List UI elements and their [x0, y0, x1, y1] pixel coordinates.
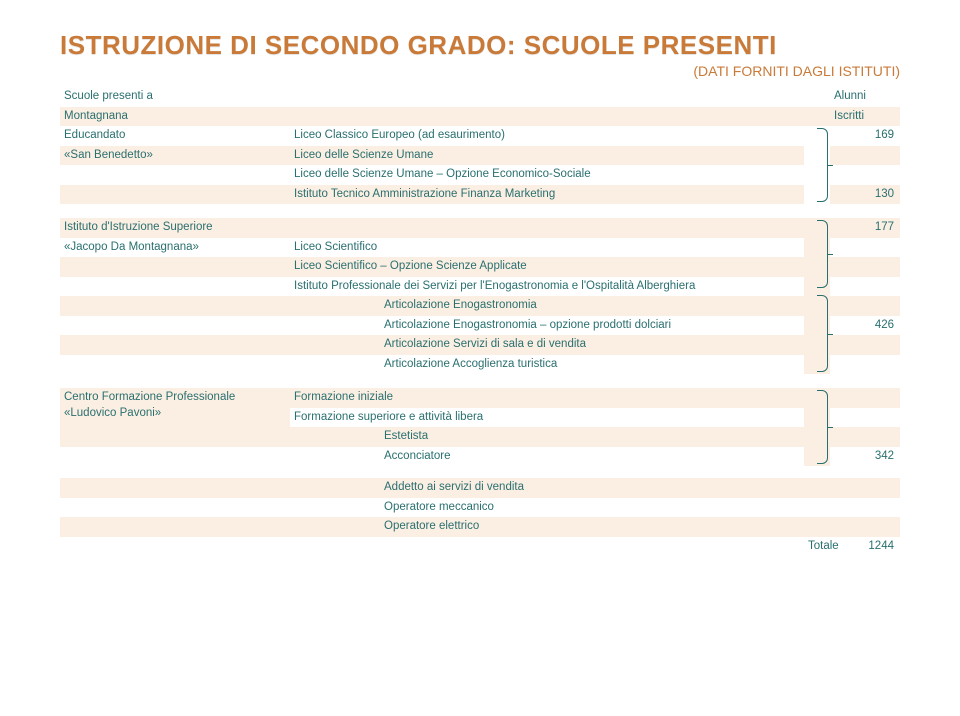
page-title: ISTRUZIONE DI SECONDO GRADO: SCUOLE PRES…	[60, 30, 900, 61]
educandato-value-top: 169	[830, 126, 900, 146]
jacopo-value-bottom: 426	[830, 316, 900, 336]
page-subtitle: (DATI FORNITI DAGLI ISTITUTI)	[60, 63, 900, 79]
bracket-icon	[817, 128, 828, 202]
header-left-2: Montagnana	[60, 107, 290, 127]
pavoni-sub2-0: Addetto ai servizi di vendita	[380, 478, 804, 498]
pavoni-r0: Formazione iniziale	[290, 388, 804, 408]
pavoni-r1: Formazione superiore e attività libera	[290, 408, 804, 428]
jacopo-artic-3: Articolazione Accoglienza turistica	[380, 355, 804, 375]
educandato-r3: Istituto Tecnico Amministrazione Finanza…	[290, 185, 804, 205]
pavoni-sub2-2: Operatore elettrico	[380, 517, 804, 537]
pavoni-value: 342	[830, 447, 900, 467]
jacopo-artic-2: Articolazione Servizi di sala e di vendi…	[380, 335, 804, 355]
educandato-value-bottom: 130	[830, 185, 900, 205]
schools-table: Scuole presenti a Alunni Montagnana Iscr…	[60, 87, 900, 556]
pavoni-name: Centro Formazione Professionale «Ludovic…	[60, 388, 290, 427]
jacopo-sci: Liceo Scientifico	[290, 238, 804, 258]
jacopo-value-top: 177	[830, 218, 900, 238]
jacopo-artic-1: Articolazione Enogastronomia – opzione p…	[380, 316, 804, 336]
totale-value: 1244	[830, 537, 900, 557]
bracket-icon	[817, 390, 828, 464]
jacopo-name1: Istituto d'Istruzione Superiore	[60, 218, 290, 238]
bracket-icon	[817, 220, 828, 288]
totale-label: Totale	[804, 537, 830, 557]
educandato-r2: Liceo delle Scienze Umane – Opzione Econ…	[290, 165, 804, 185]
educandato-name2: «San Benedetto»	[60, 146, 290, 166]
jacopo-artic-0: Articolazione Enogastronomia	[380, 296, 804, 316]
jacopo-ipsar: Istituto Professionale dei Servizi per l…	[290, 277, 804, 297]
header-iscritti: Iscritti	[830, 107, 900, 127]
bracket-icon	[817, 295, 828, 372]
educandato-r0: Liceo Classico Europeo (ad esaurimento)	[290, 126, 804, 146]
pavoni-sub2-1: Operatore meccanico	[380, 498, 804, 518]
jacopo-r0	[290, 218, 804, 238]
educandato-name1: Educandato	[60, 126, 290, 146]
jacopo-name2: «Jacopo Da Montagnana»	[60, 238, 290, 258]
pavoni-sub-0: Estetista	[380, 427, 804, 447]
header-alunni: Alunni	[830, 87, 900, 107]
jacopo-sci-app: Liceo Scientifico – Opzione Scienze Appl…	[290, 257, 804, 277]
pavoni-sub-1: Acconciatore	[380, 447, 804, 467]
header-left-1: Scuole presenti a	[60, 87, 290, 107]
educandato-r1: Liceo delle Scienze Umane	[290, 146, 804, 166]
